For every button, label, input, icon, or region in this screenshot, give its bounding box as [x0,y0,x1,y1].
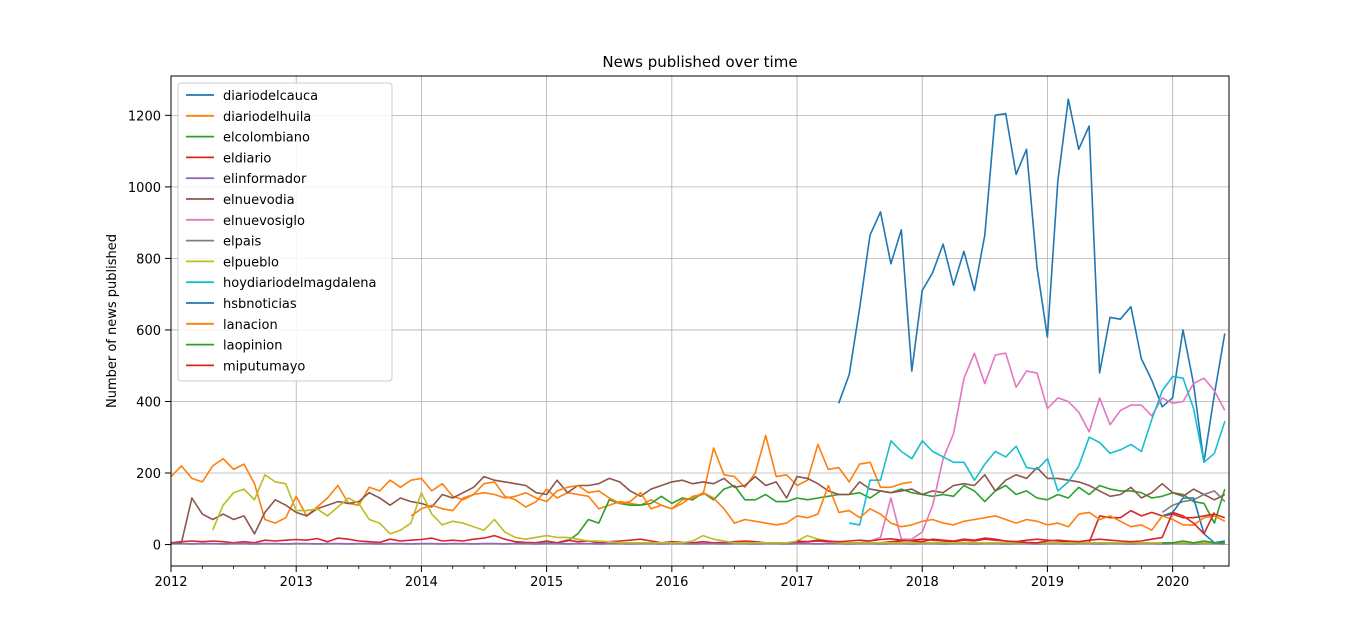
x-tick-label: 2012 [154,575,187,590]
series-line-elpueblo [211,474,1225,544]
legend-label-hoydiariodelmagdalena: hoydiariodelmagdalena [223,276,376,291]
legend: diariodelcauca diariodelhuila elcolombiano… [177,82,393,382]
legend-label-elpais: elpais [223,235,261,250]
y-tick-label: 1200 [128,109,161,124]
x-tick-label: 2017 [780,575,813,590]
legend-label-diariodelcauca: diariodelcauca [223,89,318,104]
legend-label-elnuevodia: elnuevodia [223,193,295,208]
x-tick-label: 2019 [1031,575,1064,590]
x-tick-label: 2016 [655,575,688,590]
series-line-lanacion [410,484,1226,531]
series-line-elnuevosiglo [859,352,1226,544]
y-axis-label: Number of news published [105,234,120,408]
legend-label-hsbnoticias: hsbnoticias [223,297,297,312]
legend-box [177,82,393,382]
x-tick-label: 2018 [906,575,939,590]
legend-label-elnuevosiglo: elnuevosiglo [223,214,305,229]
y-tick-label: 0 [153,539,161,554]
series-line-elcolombiano [515,484,1226,544]
legend-label-diariodelhuila: diariodelhuila [223,110,311,125]
legend-label-laopinion: laopinion [223,339,282,354]
y-tick-label: 400 [136,395,161,410]
legend-label-elinformador: elinformador [223,172,307,187]
legend-label-miputumayo: miputumayo [223,359,305,374]
legend-label-eldiario: eldiario [223,151,271,166]
series-lines [170,98,1226,545]
legend-label-lanacion: lanacion [223,318,278,333]
x-tick-label: 2015 [530,575,563,590]
series-line-hoydiariodelmagdalena [849,375,1226,526]
y-tick-label: 200 [136,467,161,482]
plot-frame [170,75,1230,567]
x-tick-label: 2014 [405,575,438,590]
series-line-miputumayo [796,511,1216,544]
series-line-diariodelhuila [170,434,912,524]
x-axis: 2012 2013 2014 2015 2016 2017 2018 2019 2020 [154,566,1205,590]
y-tick-label: 800 [136,252,161,267]
series-line-elnuevodia [171,466,1226,544]
y-axis: 0 200 400 600 800 1000 1200 [128,109,171,554]
y-tick-label: 1000 [128,181,161,196]
y-tick-label: 600 [136,324,161,339]
chart-title: News published over time [602,53,797,71]
legend-label-elpueblo: elpueblo [223,255,279,270]
legend-label-elcolombiano: elcolombiano [223,131,310,146]
series-line-laopinion [1162,540,1225,544]
x-tick-label: 2020 [1156,575,1189,590]
x-tick-label: 2013 [280,575,313,590]
